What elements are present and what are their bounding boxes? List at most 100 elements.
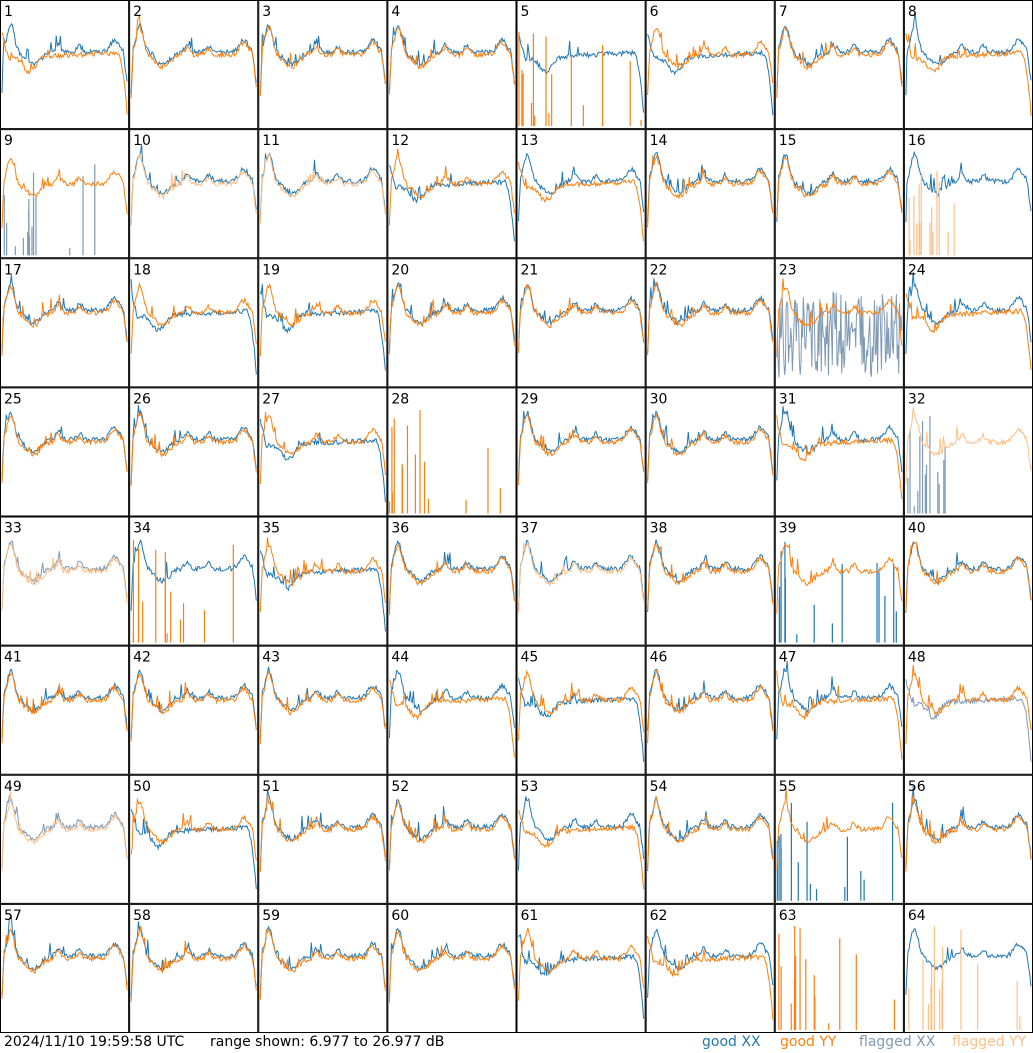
panel-label: 54 [650,779,668,795]
xx-trace [130,23,257,94]
panel-62: 62 [645,903,775,1033]
yy-trace [647,543,774,611]
xx-trace [130,539,257,611]
panel-40: 40 [903,516,1033,646]
panel-5: 5 [516,0,646,130]
xx-trace [1,22,128,93]
yy-trace [1,792,128,872]
panel-label: 55 [779,779,797,795]
panel-label: 8 [908,4,917,20]
yy-trace [647,795,774,871]
panel-frame [0,387,130,517]
panel-12: 12 [387,129,517,259]
yy-trace [130,412,257,487]
panel-54: 54 [645,774,775,904]
yy-trace [388,679,515,758]
panel-38: 38 [645,516,775,646]
yy-trace [518,541,645,613]
yy-trace [905,664,1032,745]
xx-trace [647,278,774,354]
panel-label: 44 [391,650,409,666]
yy-trace [1,543,128,611]
panel-frame [516,258,646,388]
yy-trace [388,799,515,871]
panel-label: 10 [133,133,151,149]
panel-label: 50 [133,779,151,795]
yy-trace [905,541,1032,612]
xx-trace [776,291,903,378]
panel-frame [645,129,775,259]
panel-label: 20 [391,262,409,278]
panel-label: 1 [4,4,13,20]
xx-trace [518,152,645,222]
panel-label: 5 [521,4,530,20]
yy-trace [259,282,386,357]
panel-frame [387,0,517,130]
panel-label: 46 [650,650,668,666]
xx-trace [905,541,1032,613]
panel-28: 28 [387,387,517,517]
timestamp: 2024/11/10 19:59:58 UTC [4,1034,185,1050]
panel-label: 62 [650,908,668,924]
yy-trace [647,154,774,228]
footer: 2024/11/10 19:59:58 UTC range shown: 6.9… [0,1033,1033,1053]
panel-17: 17 [0,258,130,388]
panel-14: 14 [645,129,775,259]
panel-label: 3 [262,4,271,20]
panel-frame [774,774,904,904]
panel-frame [903,645,1033,775]
yy-trace [518,927,645,1001]
panel-label: 21 [521,262,539,278]
yy-trace [1,928,128,999]
panel-61: 61 [516,903,646,1033]
panel-frame [516,387,646,517]
panel-label: 58 [133,908,151,924]
yy-trace [259,929,386,1000]
xx-trace [776,406,903,481]
panel-label: 56 [908,779,926,795]
yy-trace [518,413,645,486]
panel-label: 13 [521,133,539,149]
panel-3: 3 [258,0,388,130]
panel-label: 23 [779,262,797,278]
panel-49: 49 [0,774,130,904]
panel-22: 22 [645,258,775,388]
panel-label: 40 [908,521,926,537]
panel-label: 11 [262,133,280,149]
yy-trace [647,412,774,483]
panel-9: 9 [0,129,130,259]
panel-label: 4 [391,4,400,20]
panel-frame [0,516,130,646]
panel-label: 9 [4,133,13,149]
panel-53: 53 [516,774,646,904]
xx-trace [905,272,1032,354]
panel-label: 59 [262,908,280,924]
panel-46: 46 [645,645,775,775]
panel-21: 21 [516,258,646,388]
panel-58: 58 [129,903,259,1033]
xx-trace [518,33,645,113]
yy-trace [388,283,515,355]
panel-18: 18 [129,258,259,388]
xx-trace [776,25,903,95]
xx-trace [130,405,257,484]
panel-10: 10 [129,129,259,259]
panel-frame [387,774,517,904]
panel-51: 51 [258,774,388,904]
legend-flagged-yy: flagged YY [952,1034,1027,1050]
xx-trace [905,928,1032,995]
panel-label: 16 [908,133,926,149]
panel-11: 11 [258,129,388,259]
panel-2: 2 [129,0,259,130]
yy-trace [1,415,128,484]
range-text: range shown: 6.977 to 26.977 dB [210,1034,445,1050]
panel-label: 35 [262,521,280,537]
panel-6: 6 [645,0,775,130]
panel-label: 57 [4,908,22,924]
panel-label: 61 [521,908,539,924]
panel-label: 24 [908,262,926,278]
panel-frame [903,129,1033,259]
yy-trace [518,809,645,890]
xx-trace [647,34,774,116]
xx-trace [647,410,774,481]
